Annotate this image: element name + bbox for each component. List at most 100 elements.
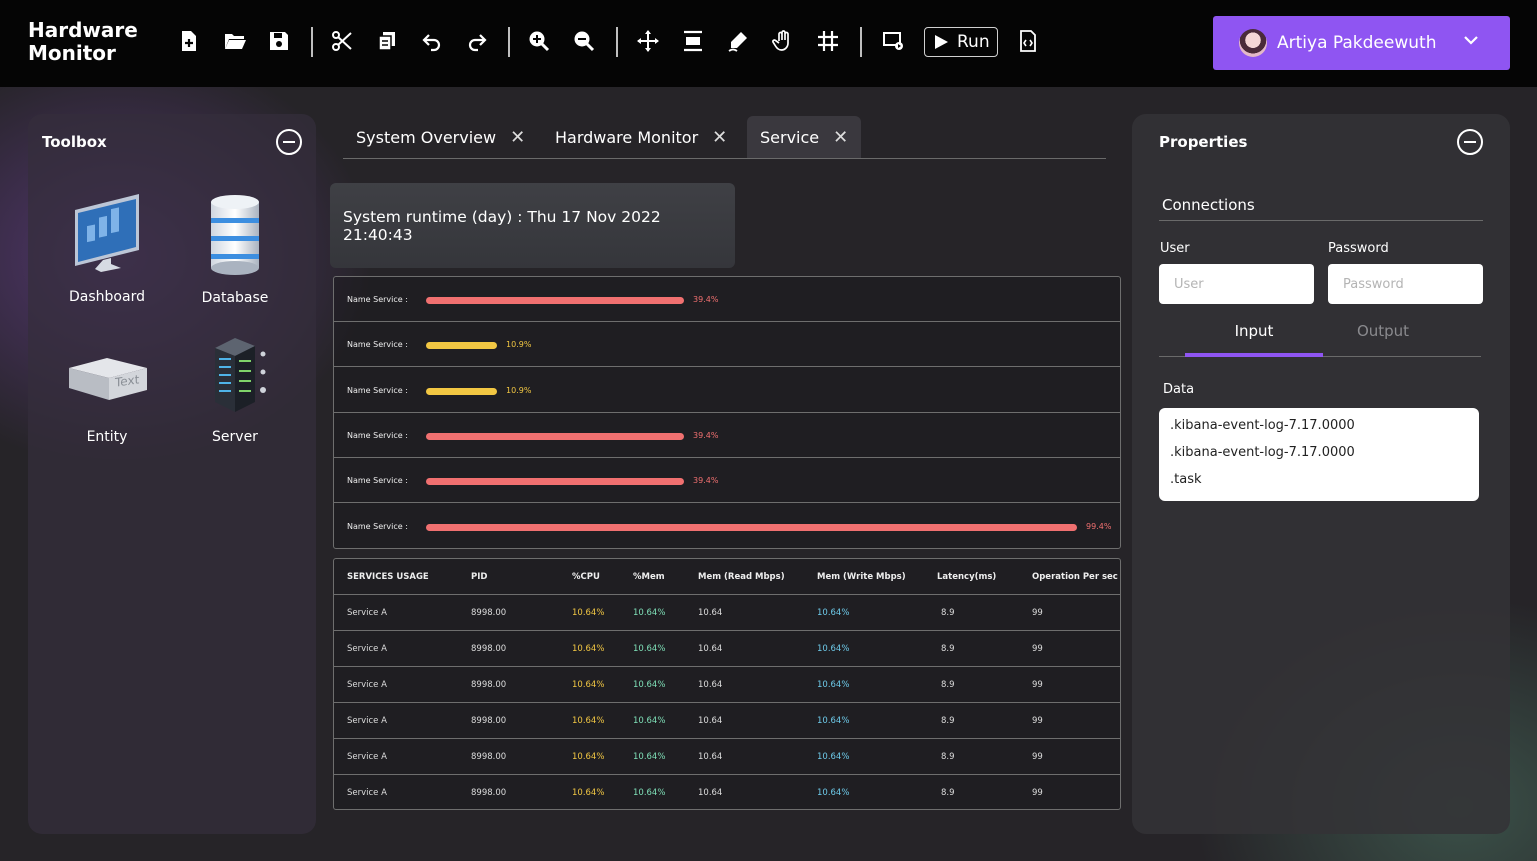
bar-value: 39.4% (693, 476, 719, 486)
play-icon (935, 35, 948, 49)
table-cell: Service A (347, 752, 387, 762)
bar-label: Name Service : (347, 521, 408, 531)
table-cell: 8998.00 (471, 680, 507, 690)
data-list-item[interactable]: .kibana-event-log-7.17.0000 (1170, 445, 1355, 460)
properties-collapse-button[interactable] (1457, 129, 1483, 155)
code-icon[interactable] (1013, 26, 1043, 56)
bar-label: Name Service : (347, 385, 408, 395)
cut-icon[interactable] (327, 26, 357, 56)
server-rack-icon (215, 338, 266, 412)
table-header-cell: Mem (Write Mbps) (817, 572, 906, 582)
table-cell: Service A (347, 788, 387, 798)
bar-fill (426, 297, 684, 304)
zoom-in-icon[interactable] (524, 26, 554, 56)
table-cell: 99 (1032, 716, 1043, 726)
copy-icon[interactable] (372, 26, 402, 56)
table-cell: 10.64 (698, 788, 723, 798)
close-icon[interactable]: ✕ (833, 126, 849, 148)
table-cell: 10.64% (572, 752, 605, 762)
table-cell: 8.9 (941, 680, 955, 690)
move-icon[interactable] (633, 26, 663, 56)
toolbox-collapse-button[interactable] (276, 129, 302, 155)
table-cell: 10.64% (572, 644, 605, 654)
properties-title: Properties (1159, 133, 1248, 151)
table-cell: 99 (1032, 644, 1043, 654)
table-cell: 10.64 (698, 608, 723, 618)
table-cell: 99 (1032, 752, 1043, 762)
bar-row: Name Service : 10.9% (334, 322, 1120, 368)
toolbar-separator (311, 27, 313, 57)
table-cell: 8.9 (941, 644, 955, 654)
tab-hardware-monitor[interactable]: Hardware Monitor ✕ (542, 116, 740, 158)
user-input[interactable] (1159, 264, 1314, 304)
toolbox-item-database[interactable]: Database (175, 192, 295, 312)
save-icon[interactable] (264, 26, 294, 56)
table-row[interactable]: Service A 8998.00 10.64% 10.64% 10.64 10.64% 8… (334, 775, 1120, 811)
tab-input[interactable]: Input (1234, 322, 1274, 340)
user-field-label: User (1160, 241, 1190, 256)
open-folder-icon[interactable] (220, 26, 250, 56)
toolbox-item-server[interactable]: Server (175, 336, 295, 446)
table-row[interactable]: Service A 8998.00 10.64% 10.64% 10.64 10.64% 8… (334, 631, 1120, 667)
tabs-divider (343, 158, 1106, 159)
service-usage-bars: Name Service :39.4% Name Service :10.9% Na… (333, 276, 1121, 549)
avatar (1239, 29, 1267, 57)
table-row[interactable]: Service A 8998.00 10.64% 10.64% 10.64 10.64% 8… (334, 595, 1120, 631)
system-runtime-text: System runtime (day) : Thu 17 Nov 2022 2… (343, 207, 661, 244)
table-cell: 10.64% (817, 752, 850, 762)
bar-row: Name Service : 99.4% (334, 504, 1120, 549)
table-cell: 10.64% (633, 608, 666, 618)
app-title-line2: Monitor (28, 41, 116, 65)
toolbox-item-label: Dashboard (69, 289, 145, 305)
grid-icon[interactable] (813, 26, 843, 56)
undo-icon[interactable] (417, 26, 447, 56)
table-header-cell: Operation Per sec (1032, 572, 1118, 582)
bar-fill (426, 523, 1077, 531)
data-list[interactable]: .kibana-event-log-7.17.0000 .kibana-event… (1159, 408, 1479, 501)
new-file-icon[interactable] (174, 26, 204, 56)
table-cell: 10.64% (633, 680, 666, 690)
table-cell: 10.64% (572, 788, 605, 798)
close-icon[interactable]: ✕ (712, 126, 728, 148)
table-cell: 8.9 (941, 752, 955, 762)
bar-row: Name Service : 39.4% (334, 458, 1120, 504)
present-icon[interactable] (878, 26, 908, 56)
redo-icon[interactable] (462, 26, 492, 56)
hand-icon[interactable] (768, 26, 798, 56)
zoom-out-icon[interactable] (569, 26, 599, 56)
table-cell: Service A (347, 608, 387, 618)
toolbox-item-label: Entity (86, 429, 128, 445)
table-cell: 99 (1032, 680, 1043, 690)
table-row[interactable]: Service A 8998.00 10.64% 10.64% 10.64 10.64% 8… (334, 667, 1120, 703)
pen-icon[interactable] (723, 26, 753, 56)
bar-fill (426, 432, 684, 440)
bar-label: Name Service : (347, 295, 408, 304)
toolbox-item-entity[interactable]: Text Entity (47, 336, 167, 446)
table-cell: 10.64 (698, 716, 723, 726)
table-cell: Service A (347, 716, 387, 726)
close-icon[interactable]: ✕ (510, 126, 526, 148)
toolbox-item-dashboard[interactable]: Dashboard (47, 192, 167, 312)
table-header-cell: %Mem (633, 572, 665, 582)
table-cell: 10.64% (817, 680, 850, 690)
data-list-item[interactable]: .task (1170, 472, 1202, 487)
password-input[interactable] (1328, 264, 1483, 304)
user-menu-button[interactable]: Artiya Pakdeewuth (1213, 16, 1510, 70)
table-row[interactable]: Service A 8998.00 10.64% 10.64% 10.64 10.64% 8… (334, 739, 1120, 775)
table-row[interactable]: Service A 8998.00 10.64% 10.64% 10.64 10.64% 8… (334, 703, 1120, 739)
bar-value: 10.9% (506, 340, 532, 350)
tab-system-overview[interactable]: System Overview ✕ (343, 116, 538, 158)
tab-output[interactable]: Output (1356, 322, 1410, 340)
data-list-item[interactable]: .kibana-event-log-7.17.0000 (1170, 418, 1355, 433)
table-cell: 8998.00 (471, 716, 507, 726)
chevron-down-icon (1464, 36, 1478, 45)
bar-fill (426, 478, 684, 486)
toolbar-separator (616, 27, 618, 57)
tab-label: System Overview (356, 127, 497, 147)
run-button[interactable]: Run (924, 27, 998, 57)
tab-service[interactable]: Service ✕ (747, 116, 862, 158)
active-tab-indicator (1185, 353, 1323, 357)
align-icon[interactable] (678, 26, 708, 56)
table-cell: 8998.00 (471, 788, 507, 798)
table-cell: 10.64 (698, 680, 723, 690)
